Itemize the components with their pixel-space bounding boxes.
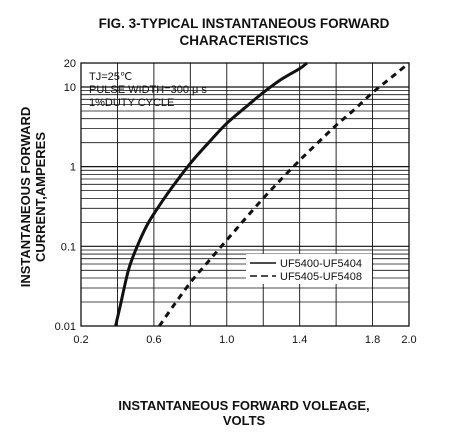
chart-title-line2: CHARACTERISTICS	[179, 33, 308, 48]
y-tick-label: 0.01	[55, 321, 76, 333]
x-tick-label: 2.0	[401, 334, 416, 346]
annotation-pulse-width: PULSE WIDTH=300 μ s	[89, 84, 207, 96]
chart-title-line1: FIG. 3-TYPICAL INSTANTANEOUS FORWARD	[99, 16, 390, 31]
x-tick-label: 0.2	[73, 334, 88, 346]
annotation-tj: TJ=25℃	[89, 71, 132, 83]
series-lines	[114, 61, 410, 327]
y-tick-label: 0.1	[61, 241, 76, 253]
y-axis-title-line2: CURRENT,AMPERES	[33, 132, 48, 262]
series-line-uf5405-uf5408	[158, 61, 410, 327]
legend-label-uf5400: UF5400-UF5404	[280, 258, 362, 270]
x-tick-label: 1.4	[292, 334, 307, 346]
y-tick-label: 1	[70, 162, 76, 174]
x-tick-label: 1.8	[365, 334, 380, 346]
tick-labels: 0.2 0.6 1.0 1.4 1.8 2.0 0.01 0.1 1 10 20	[55, 58, 417, 346]
y-axis-title-line1: INSTANTANEOUS FORWARD	[18, 107, 33, 288]
legend-background	[246, 254, 372, 284]
legend-label-uf5405: UF5405-UF5408	[280, 271, 362, 283]
plot-frame	[80, 62, 410, 327]
grid	[80, 63, 410, 326]
x-axis-title-line2: VOLTS	[223, 413, 266, 428]
legend: UF5400-UF5404 UF5405-UF5408	[246, 254, 372, 284]
annotation-duty-cycle: 1%DUTY CYCLE	[89, 97, 174, 109]
x-tick-label: 1.0	[219, 334, 234, 346]
series-line-uf5400-uf5404	[114, 61, 308, 327]
y-tick-label: 20	[64, 58, 76, 70]
conditions-annotation: TJ=25℃ PULSE WIDTH=300 μ s 1%DUTY CYCLE	[89, 71, 207, 109]
x-axis-title-line1: INSTANTANEOUS FORWARD VOLEAGE,	[118, 398, 369, 413]
x-tick-label: 0.6	[146, 334, 161, 346]
y-tick-label: 10	[64, 82, 76, 94]
